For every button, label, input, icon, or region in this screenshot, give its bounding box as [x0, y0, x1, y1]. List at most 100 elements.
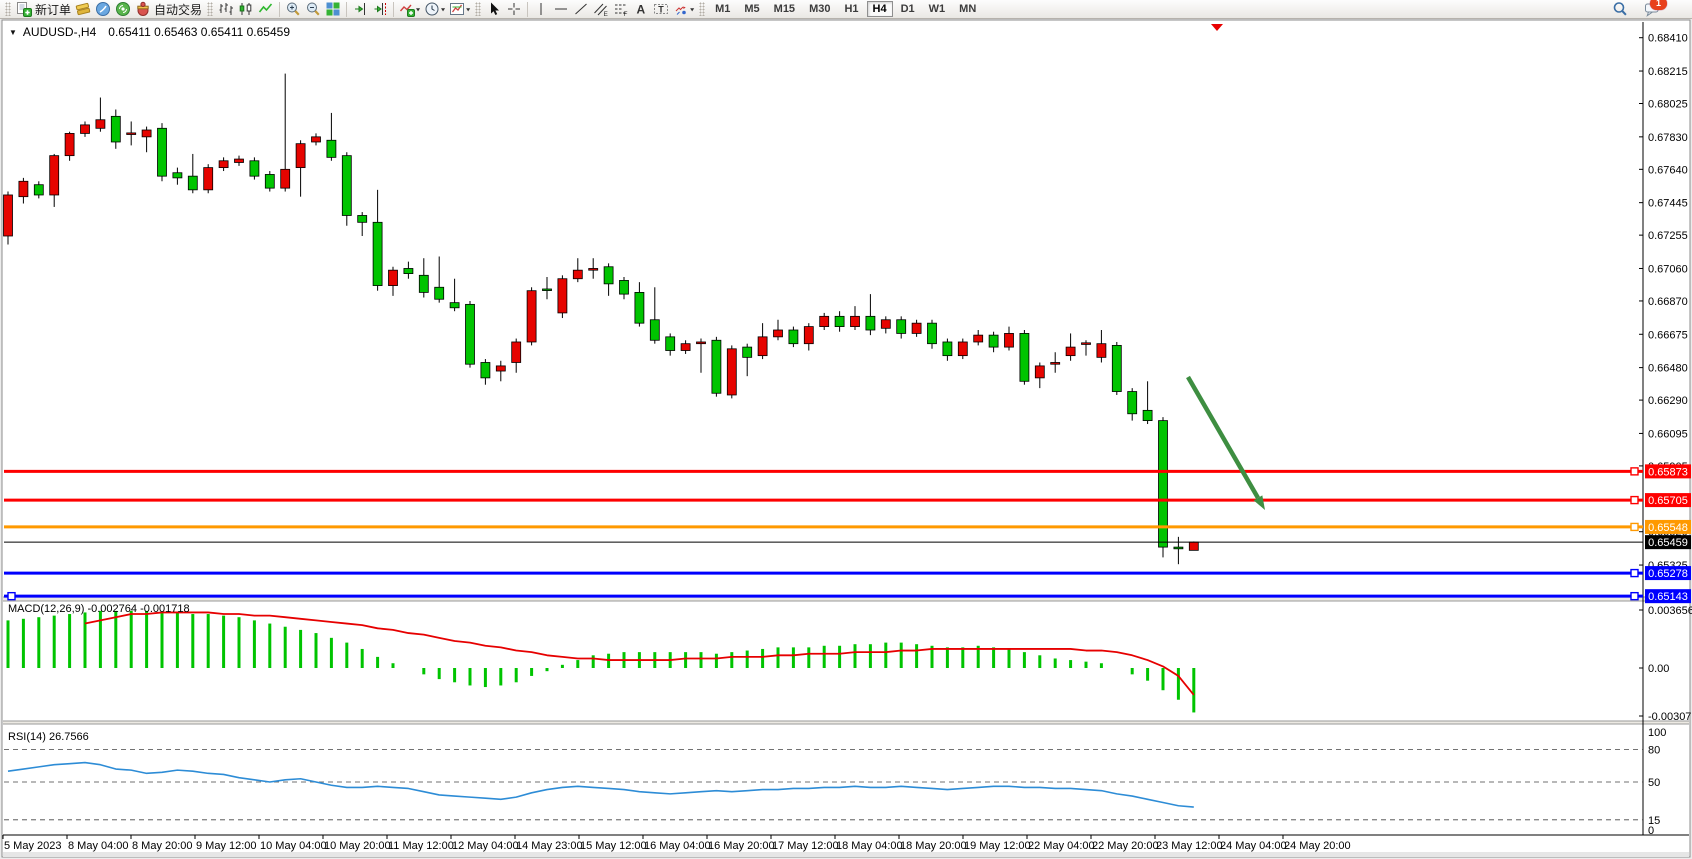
candle-body [1142, 409, 1153, 422]
timeframe-toolbar: M1 M5 M15 M30 H1 H4 D1 W1 MN [708, 1, 983, 17]
candle-body [819, 315, 830, 327]
symbol-dropdown-icon[interactable]: ▼ [9, 27, 17, 37]
candle-body [434, 286, 445, 300]
candle-body [418, 274, 429, 293]
time-axis-label: 15 May 12:00 [580, 840, 647, 852]
pane-separator[interactable] [3, 721, 1689, 724]
svg-text:F: F [624, 11, 628, 17]
timeframe-w1[interactable]: W1 [928, 3, 946, 15]
chevron-down-icon[interactable]: ▾ [466, 5, 471, 13]
rsi-axis-label: 50 [1648, 777, 1660, 789]
new-order-button[interactable]: 新订单 [14, 1, 73, 18]
metaeditor-button[interactable] [93, 1, 113, 18]
price-axis-label: 0.66675 [1648, 329, 1688, 341]
price-axis-label: 0.68410 [1648, 33, 1688, 45]
candle-body [141, 129, 152, 138]
search-icon[interactable] [1610, 1, 1630, 18]
candle-body [1081, 342, 1091, 345]
time-axis-label: 12 May 04:00 [452, 840, 519, 852]
candle-body [757, 336, 768, 357]
chart-shift-button[interactable] [370, 1, 390, 18]
level-price-tag [1645, 519, 1691, 534]
signals-button[interactable] [113, 1, 133, 18]
chat-icon[interactable]: 1 [1642, 0, 1667, 18]
candle-body [126, 132, 137, 135]
auto-scroll-button[interactable] [350, 1, 370, 18]
templates-button[interactable]: ▾ [447, 1, 472, 18]
price-axis-label: 0.67445 [1648, 198, 1688, 210]
toolbar-grip[interactable] [207, 2, 214, 16]
market-gold-button[interactable] [73, 1, 93, 18]
arrows-button[interactable]: ▾ [671, 1, 696, 18]
time-axis-label: 18 May 20:00 [900, 840, 967, 852]
toolbar-grip[interactable] [5, 2, 11, 16]
time-axis-label: 18 May 04:00 [836, 840, 903, 852]
timeframe-m1[interactable]: M1 [715, 3, 731, 15]
horizontal-line-button[interactable] [551, 1, 571, 18]
candle-body [157, 127, 167, 177]
rsi-indicator: RSI(14) 26.7566 [7, 731, 1194, 808]
line-handle[interactable] [7, 591, 16, 601]
periods-button[interactable]: ▾ [422, 1, 447, 18]
autotrade-button-label: 自动交易 [154, 2, 203, 17]
time-axis-label: 10 May 04:00 [260, 840, 327, 852]
bar-chart-button[interactable] [216, 1, 236, 18]
price-axis-label: 0.66870 [1648, 296, 1688, 308]
candle-body [403, 268, 414, 274]
candle-body [526, 290, 537, 343]
text-label-button[interactable]: T [651, 1, 671, 18]
toolbar-grip[interactable] [475, 2, 482, 16]
chevron-down-icon[interactable]: ▾ [441, 5, 446, 13]
rsi-axis-label: 15 [1648, 815, 1660, 827]
fibonacci-button[interactable]: F [611, 1, 631, 18]
timeframe-m15[interactable]: M15 [773, 3, 796, 15]
timeframe-d1[interactable]: D1 [900, 3, 915, 15]
timeframe-m5[interactable]: M5 [744, 3, 760, 15]
time-axis-label: 5 May 2023 [4, 840, 61, 852]
price-axis-label: 0.68215 [1648, 66, 1688, 78]
level-price-tag [1645, 589, 1691, 604]
arrow-shaft[interactable] [1186, 375, 1260, 500]
chevron-down-icon[interactable]: ▾ [690, 5, 695, 13]
line-handle[interactable] [1630, 568, 1639, 578]
line-handle[interactable] [1630, 467, 1639, 476]
line-handle[interactable] [1630, 591, 1639, 601]
line-handle[interactable] [1630, 522, 1639, 532]
candle-body [264, 174, 275, 189]
rsi-line [7, 761, 1194, 808]
chevron-down-icon[interactable]: ▾ [416, 5, 421, 13]
line-handle[interactable] [1630, 495, 1639, 505]
arrow-annotation[interactable] [1186, 375, 1265, 510]
toolbar-grip[interactable] [699, 2, 706, 16]
crosshair-button[interactable] [504, 1, 524, 18]
timeframe-mn[interactable]: MN [959, 3, 977, 15]
macd-axis-label: 0.00 [1648, 663, 1669, 675]
line-chart-button[interactable] [256, 1, 276, 18]
candle-body [696, 341, 706, 345]
cursor-button[interactable] [484, 1, 504, 18]
candle-body [1065, 346, 1076, 357]
timeframe-h4[interactable]: H4 [866, 1, 893, 17]
vertical-line-button[interactable] [531, 1, 551, 18]
candle-body [834, 315, 845, 327]
trendline-button[interactable] [571, 1, 591, 18]
text-button[interactable]: A [631, 1, 651, 18]
pane-separator[interactable] [3, 597, 1689, 601]
rsi-axis-label: 100 [1648, 727, 1666, 739]
timeframe-h1[interactable]: H1 [844, 3, 859, 15]
tile-windows-button[interactable] [323, 1, 343, 18]
candle-body [449, 302, 460, 309]
autotrade-button[interactable]: 自动交易 [133, 1, 204, 18]
zoom-in-button[interactable] [283, 1, 303, 18]
candlestick-chart-button[interactable] [236, 1, 256, 18]
zoom-out-button[interactable] [303, 1, 323, 18]
timeframe-m30[interactable]: M30 [809, 3, 831, 15]
indicators-button[interactable]: ▾ [397, 1, 422, 18]
macd-indicator: MACD(12,26,9) -0.002764 -0.001718 [6, 603, 1196, 713]
scroll-marker-triangle-icon[interactable] [1211, 24, 1223, 31]
equidistant-channel-button[interactable]: E [591, 1, 611, 18]
candle-body [788, 329, 799, 345]
time-axis-label: 17 May 12:00 [772, 840, 839, 852]
time-axis-label: 22 May 04:00 [1028, 840, 1095, 852]
